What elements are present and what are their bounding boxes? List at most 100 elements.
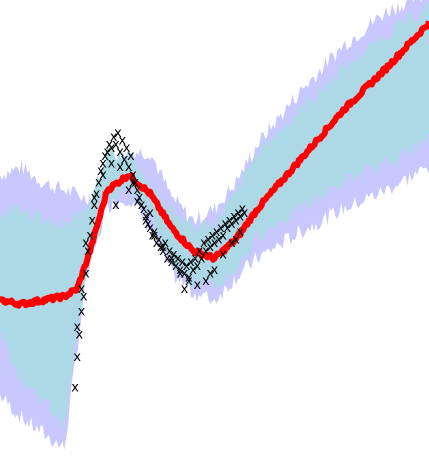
observation-point: x	[116, 145, 124, 160]
observation-point: x	[106, 137, 114, 152]
observation-point: x	[84, 244, 92, 259]
observation-point: x	[232, 232, 240, 247]
observation-point: x	[80, 289, 88, 304]
observation-point: x	[224, 221, 232, 236]
observation-point: x	[88, 213, 96, 228]
observation-point: x	[112, 137, 120, 152]
observation-point: x	[206, 240, 214, 255]
observation-point: x	[71, 381, 79, 396]
observation-point: x	[125, 160, 133, 175]
observation-point: x	[215, 232, 223, 247]
observation-point: x	[73, 350, 81, 365]
observation-point: x	[211, 263, 219, 278]
observation-point: x	[155, 232, 163, 247]
observation-point: x	[168, 255, 176, 270]
observation-point: x	[200, 236, 208, 251]
observation-point: x	[191, 251, 199, 266]
observation-point: x	[129, 168, 137, 183]
observation-point: x	[236, 210, 244, 225]
observation-point: x	[121, 153, 129, 168]
observation-point: x	[239, 202, 247, 217]
observation-point: x	[129, 175, 137, 190]
observation-point: x	[95, 175, 103, 190]
observation-point: x	[151, 225, 159, 240]
observation-point: x	[202, 244, 210, 259]
observation-point: x	[157, 240, 165, 255]
observation-point: x	[142, 213, 150, 228]
observation-point: x	[148, 229, 156, 244]
observation-point: x	[151, 229, 159, 244]
observation-point: x	[133, 194, 141, 209]
observation-point: x	[181, 282, 189, 297]
observation-point: x	[241, 206, 249, 221]
observation-point: x	[108, 156, 116, 171]
observation-point: x	[116, 160, 124, 175]
observation-point: x	[228, 236, 236, 251]
observation-point: x	[202, 274, 210, 289]
observation-point: x	[127, 149, 135, 164]
observation-point: x	[146, 221, 154, 236]
observation-point: x	[193, 259, 201, 274]
observation-point: x	[78, 305, 86, 320]
observation-point: x	[138, 198, 146, 213]
observation-point: x	[176, 267, 184, 282]
observation-point: x	[86, 229, 94, 244]
observation-point: x	[101, 149, 109, 164]
observation-point: x	[112, 198, 120, 213]
mean-line	[0, 20, 429, 309]
observation-point: x	[185, 274, 193, 289]
observation-point: x	[181, 267, 189, 282]
observation-point: x	[133, 183, 141, 198]
observation-point: x	[204, 232, 212, 247]
observation-point: x	[178, 255, 186, 270]
observation-point: x	[170, 248, 178, 263]
observation-point: x	[230, 210, 238, 225]
observation-point: x	[123, 141, 131, 156]
observation-point: x	[99, 168, 107, 183]
observation-point: x	[73, 320, 81, 335]
observation-point: x	[91, 198, 99, 213]
observation-point: x	[97, 164, 105, 179]
inner-band	[0, 0, 429, 430]
observation-point: x	[82, 236, 90, 251]
observation-point: x	[91, 191, 99, 206]
observation-point: x	[166, 244, 174, 259]
observation-point: x	[217, 221, 225, 236]
observation-point: x	[163, 251, 171, 266]
observation-point: x	[219, 229, 227, 244]
observation-point: x	[221, 217, 229, 232]
observation-point: x	[142, 210, 150, 225]
observation-point: x	[144, 217, 152, 232]
observation-point: x	[193, 278, 201, 293]
observation-point: x	[153, 236, 161, 251]
observation-point: x	[187, 255, 195, 270]
observation-point: x	[206, 267, 214, 282]
observation-point: x	[209, 229, 217, 244]
observation-point: x	[172, 259, 180, 274]
observation-point: x	[140, 202, 148, 217]
observation-point: x	[125, 183, 133, 198]
observation-point: x	[168, 251, 176, 266]
observation-point: x	[131, 175, 139, 190]
observation-point: x	[219, 248, 227, 263]
observation-point: x	[159, 240, 167, 255]
observation-point: x	[161, 236, 169, 251]
observation-point: x	[183, 259, 191, 274]
observation-point: x	[185, 270, 193, 285]
observation-point: x	[103, 145, 111, 160]
observation-point: x	[198, 251, 206, 266]
observation-point: x	[146, 206, 154, 221]
observation-point: x	[114, 126, 122, 141]
observation-point: x	[174, 251, 182, 266]
observation-point: x	[213, 225, 221, 240]
observation-point: x	[189, 263, 197, 278]
observation-point: x	[118, 134, 126, 149]
observations-group: xxxxxxxxxxxxxxxxxxxxxxxxxxxxxxxxxxxxxxxx…	[71, 126, 248, 396]
observation-point: x	[99, 156, 107, 171]
observation-point: x	[93, 187, 101, 202]
observation-point: x	[228, 217, 236, 232]
observation-point: x	[226, 213, 234, 228]
observation-point: x	[176, 263, 184, 278]
